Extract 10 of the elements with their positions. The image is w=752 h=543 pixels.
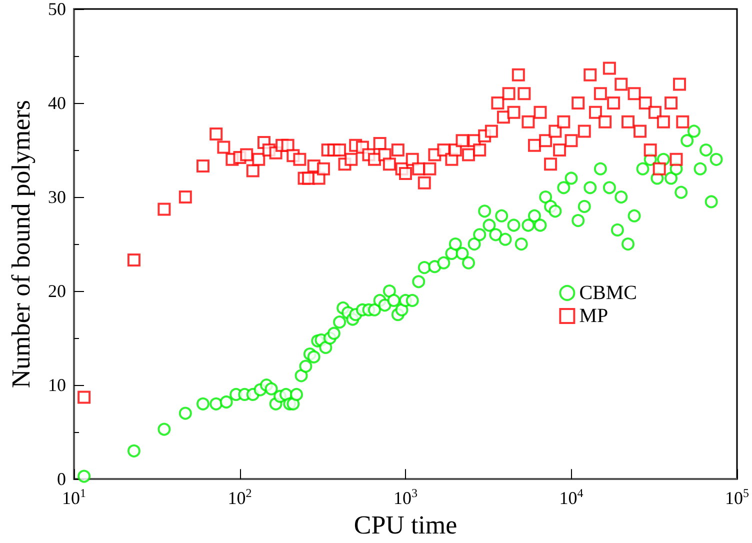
x-axis-title: CPU time [354,510,458,540]
y-tick-label: 40 [48,93,66,114]
y-axis-title: Number of bound polymers [6,100,36,388]
legend-label: CBMC [579,282,638,304]
legend-label: MP [579,305,608,327]
y-tick-label: 20 [48,281,66,302]
y-tick-label: 50 [48,0,66,19]
y-tick-label: 0 [57,469,66,490]
y-tick-label: 30 [48,187,66,208]
y-tick-label: 10 [48,375,66,396]
